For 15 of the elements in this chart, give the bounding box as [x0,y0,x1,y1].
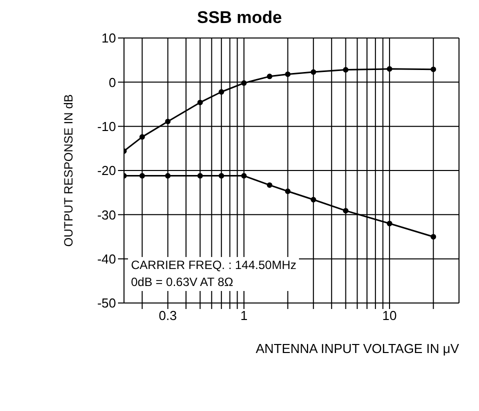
y-tick-label: 0 [108,74,116,90]
chart-title: SSB mode [196,8,284,28]
y-tick-label: -30 [97,207,116,222]
y-axis-title: OUTPUT RESPONSE IN dB [61,94,76,247]
annotation: 0dB = 0.63V AT 8Ω [131,274,234,291]
y-tick-label: -10 [97,118,116,134]
x-tick-label: 0.3 [158,308,177,324]
annotation: CARRIER FREQ. : 144.50MHz [131,257,296,274]
x-tick-label: 10 [382,308,397,324]
y-tick-label: 10 [102,30,116,46]
y-tick-label: -40 [97,251,116,266]
x-tick-label: 1 [240,308,248,324]
x-axis-title: ANTENNA INPUT VOLTAGE IN μV [256,341,460,356]
y-tick-label: -50 [97,296,116,311]
y-tick-label: -20 [97,163,116,178]
